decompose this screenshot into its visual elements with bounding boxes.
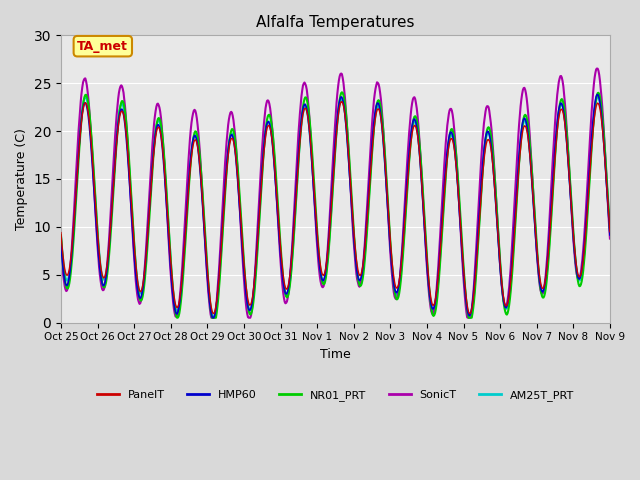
AM25T_PRT xyxy=(594,94,602,99)
Y-axis label: Temperature (C): Temperature (C) xyxy=(15,128,28,230)
PanelT xyxy=(179,263,187,269)
SonicT xyxy=(606,236,614,241)
NR01_PRT xyxy=(404,181,412,187)
AM25T_PRT xyxy=(403,189,411,194)
AM25T_PRT xyxy=(124,138,131,144)
NR01_PRT xyxy=(420,201,428,206)
AM25T_PRT xyxy=(606,229,614,235)
SonicT xyxy=(209,315,217,321)
PanelT xyxy=(67,255,75,261)
PanelT xyxy=(420,207,428,213)
Line: NR01_PRT: NR01_PRT xyxy=(61,92,610,318)
NR01_PRT xyxy=(67,269,75,275)
SonicT xyxy=(57,246,65,252)
PanelT xyxy=(208,308,216,314)
PanelT xyxy=(57,230,65,236)
PanelT xyxy=(338,99,346,105)
AM25T_PRT xyxy=(179,264,187,270)
NR01_PRT xyxy=(338,89,346,95)
X-axis label: Time: Time xyxy=(320,348,351,361)
SonicT xyxy=(124,136,131,142)
HMP60 xyxy=(606,232,614,238)
Title: Alfalfa Temperatures: Alfalfa Temperatures xyxy=(256,15,415,30)
PanelT xyxy=(124,144,131,149)
AM25T_PRT xyxy=(67,260,75,265)
HMP60 xyxy=(124,148,131,154)
SonicT xyxy=(403,166,411,171)
NR01_PRT xyxy=(606,228,614,233)
Line: AM25T_PRT: AM25T_PRT xyxy=(61,96,610,317)
SonicT xyxy=(67,258,75,264)
NR01_PRT xyxy=(124,132,131,138)
HMP60 xyxy=(67,261,75,267)
Legend: PanelT, HMP60, NR01_PRT, SonicT, AM25T_PRT: PanelT, HMP60, NR01_PRT, SonicT, AM25T_P… xyxy=(92,385,579,405)
SonicT xyxy=(179,251,187,256)
HMP60 xyxy=(57,241,65,247)
PanelT xyxy=(606,229,614,235)
AM25T_PRT xyxy=(57,231,65,237)
HMP60 xyxy=(419,199,427,205)
SonicT xyxy=(207,315,215,321)
PanelT xyxy=(404,178,412,183)
SonicT xyxy=(593,66,601,72)
HMP60 xyxy=(403,180,411,186)
HMP60 xyxy=(594,92,602,97)
Line: HMP60: HMP60 xyxy=(61,95,610,318)
Line: PanelT: PanelT xyxy=(61,102,610,314)
AM25T_PRT xyxy=(419,195,427,201)
HMP60 xyxy=(179,262,187,267)
Line: SonicT: SonicT xyxy=(61,69,610,318)
SonicT xyxy=(419,194,427,200)
NR01_PRT xyxy=(57,232,65,238)
Text: TA_met: TA_met xyxy=(77,40,128,53)
PanelT xyxy=(210,311,218,317)
NR01_PRT xyxy=(179,274,187,279)
NR01_PRT xyxy=(208,315,216,321)
HMP60 xyxy=(208,314,216,320)
HMP60 xyxy=(209,315,217,321)
AM25T_PRT xyxy=(210,314,218,320)
AM25T_PRT xyxy=(208,312,216,318)
NR01_PRT xyxy=(209,315,217,321)
